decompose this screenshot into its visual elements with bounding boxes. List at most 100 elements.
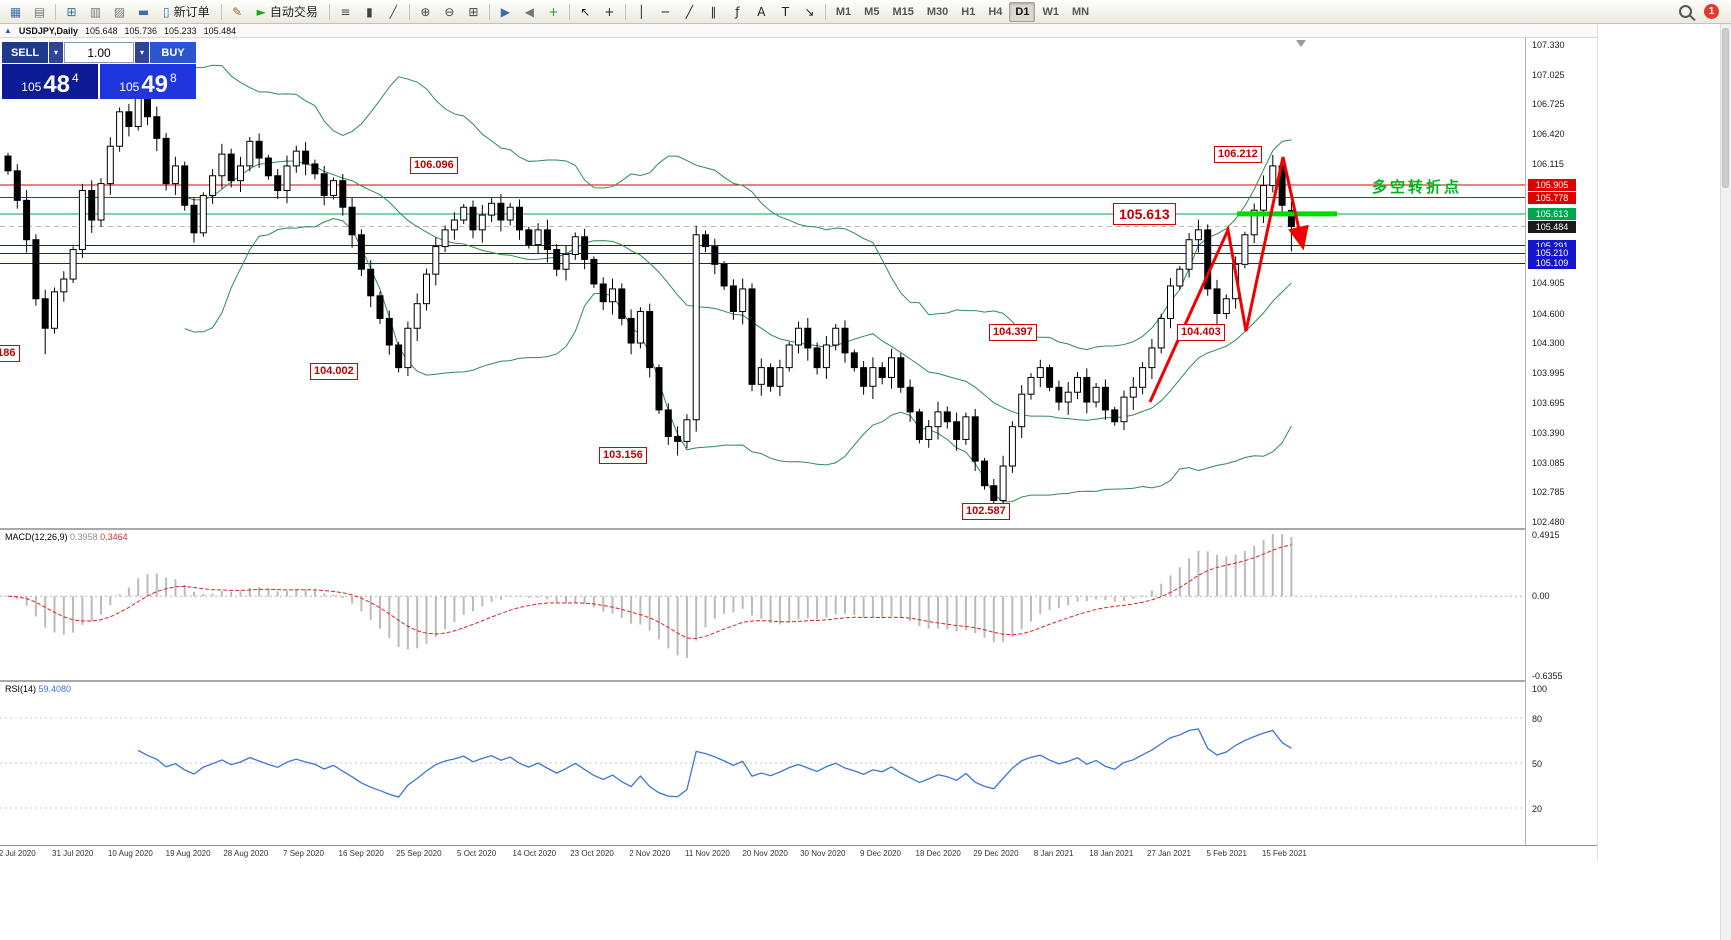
volume-input[interactable] xyxy=(64,42,134,63)
candlestick-chart-icon[interactable]: ▮ xyxy=(358,1,381,23)
timeframe-m15[interactable]: M15 xyxy=(892,5,914,18)
time-axis-label: 20 Nov 2020 xyxy=(742,849,788,858)
auto-scroll-icon-glyph: ▶ xyxy=(500,4,510,19)
rsi-name: RSI(14) xyxy=(5,684,37,694)
terminal-icon[interactable]: ▬ xyxy=(132,1,155,23)
price-callout-label[interactable]: 102.587 xyxy=(962,502,1010,520)
text-icon[interactable]: A xyxy=(750,1,773,23)
sell-button[interactable]: SELL xyxy=(2,42,48,63)
time-axis-label: 10 Aug 2020 xyxy=(107,849,153,858)
timeframe-m1[interactable]: M1 xyxy=(835,5,852,18)
timeframe-h4[interactable]: H4 xyxy=(988,5,1003,18)
search-icon[interactable] xyxy=(1679,5,1692,18)
line-chart-icon[interactable]: ╱ xyxy=(382,1,405,23)
zoom-in-icon[interactable]: ⊕ xyxy=(414,1,437,23)
rsi-panel[interactable] xyxy=(0,682,1525,845)
price-callout-label[interactable]: 104.403 xyxy=(1177,323,1225,341)
channel-icon[interactable]: ∥ xyxy=(702,1,725,23)
rsi-canvas[interactable] xyxy=(0,682,1525,845)
price-axis-label: 104.905 xyxy=(1532,278,1565,289)
macd-name: MACD(12,26,9) xyxy=(5,532,68,542)
ohlc-open-value: 105.648 xyxy=(84,25,118,36)
time-axis-label: 18 Dec 2020 xyxy=(915,849,961,858)
time-axis-label: 15 Feb 2021 xyxy=(1261,849,1307,858)
bar-chart-icon[interactable]: ≡ xyxy=(334,1,357,23)
tile-windows-icon-glyph: ⊞ xyxy=(468,4,479,19)
cursor-icon[interactable]: ↖ xyxy=(574,1,597,23)
volume-caret-icon[interactable]: ▾ xyxy=(135,42,149,63)
zigzag-trend-drawing[interactable] xyxy=(1148,156,1309,403)
metaeditor-icon[interactable]: ✎ xyxy=(226,1,249,23)
rsi-axis-label: 100 xyxy=(1532,684,1548,694)
buy-button[interactable]: BUY xyxy=(150,42,196,63)
chart-shift-icon-glyph: ◀ xyxy=(524,4,534,19)
price-callout-label[interactable]: 105.613 xyxy=(1113,202,1176,225)
horizontal-level-lines[interactable] xyxy=(0,184,1525,264)
chart-shift-marker[interactable] xyxy=(1296,40,1306,47)
zoom-out-icon[interactable]: ⊖ xyxy=(438,1,461,23)
main-price-chart[interactable]: 4.186 104.002 106.096 103.156 102.587 104.397… xyxy=(0,38,1525,528)
timeframe-m30[interactable]: M30 xyxy=(926,5,949,18)
vertical-scrollbar[interactable] xyxy=(1720,24,1731,940)
horizontal-line-icon-glyph: ─ xyxy=(661,4,669,19)
tile-windows-icon[interactable]: ⊞ xyxy=(462,1,485,23)
price-callout-label[interactable]: 104.002 xyxy=(310,363,358,381)
zoom-out-icon-glyph: ⊖ xyxy=(444,4,455,19)
autotrading-button[interactable]: ► 自动交易 xyxy=(250,1,325,23)
bollinger-bands xyxy=(184,64,1292,503)
horizontal-line-icon[interactable]: ─ xyxy=(654,1,677,23)
sell-caret-icon[interactable]: ▾ xyxy=(49,42,63,63)
timeframe-m5[interactable]: M5 xyxy=(864,5,880,18)
new-chart-icon[interactable]: ▦ xyxy=(4,1,27,23)
data-window-icon[interactable]: ▥ xyxy=(84,1,107,23)
profiles-icon[interactable]: ▤ xyxy=(28,1,51,23)
price-callout-label[interactable]: 106.096 xyxy=(410,157,458,175)
vertical-line-icon[interactable]: │ xyxy=(630,1,653,23)
macd-panel[interactable] xyxy=(0,530,1525,680)
label-icon[interactable]: T xyxy=(774,1,797,23)
data-window-icon-glyph: ▥ xyxy=(89,4,102,19)
price-callout-label[interactable]: 103.156 xyxy=(599,446,647,464)
new-order-button[interactable]: ▯ 新订单 xyxy=(156,1,217,23)
crosshair-icon[interactable]: + xyxy=(598,1,621,23)
notification-badge[interactable]: 1 xyxy=(1704,4,1719,19)
timeframe-w1[interactable]: W1 xyxy=(1042,5,1059,18)
price-level-label: 105.484 xyxy=(1528,220,1576,233)
timeframe-d1[interactable]: D1 xyxy=(1009,1,1036,22)
trendline-icon[interactable]: ╱ xyxy=(678,1,701,23)
auto-scroll-icon[interactable]: ▶ xyxy=(494,1,517,23)
timeframe-mn[interactable]: MN xyxy=(1071,5,1090,18)
chart-shift-icon[interactable]: ◀ xyxy=(518,1,541,23)
toolbar-separator xyxy=(55,3,56,20)
indicators-icon[interactable]: + xyxy=(542,1,565,23)
buy-price-display[interactable]: 105 49 8 xyxy=(100,64,196,99)
price-level-label: 105.905 xyxy=(1528,179,1576,192)
timeframe-h1[interactable]: H1 xyxy=(961,5,976,18)
new-chart-icon-glyph: ▦ xyxy=(9,4,22,19)
price-chart-canvas[interactable] xyxy=(0,38,1525,528)
scrollbar-thumb[interactable] xyxy=(1722,28,1729,188)
price-callout-label[interactable]: 104.397 xyxy=(989,324,1037,342)
navigator-icon[interactable]: ▨ xyxy=(108,1,131,23)
panel-splitter[interactable] xyxy=(0,528,1597,530)
macd-axis-label: 0.00 xyxy=(1532,591,1550,602)
time-axis[interactable]: 22 Jul 2020 31 Jul 2020 10 Aug 2020 19 Aug … xyxy=(0,845,1597,862)
zoom-in-icon-glyph: ⊕ xyxy=(420,4,431,19)
label-icon-glyph: T xyxy=(781,4,790,19)
price-callout-label[interactable]: 4.186 xyxy=(0,345,20,363)
toolbar-separator xyxy=(624,3,626,20)
chart-title-bar: ▲ USDJPY,Daily 105.648 105.736 105.233 1… xyxy=(0,24,1597,38)
market-watch-icon[interactable]: ⊞ xyxy=(60,1,83,23)
price-callout-label[interactable]: 106.212 xyxy=(1214,145,1262,163)
panel-splitter[interactable] xyxy=(0,680,1597,682)
price-axis-label: 103.085 xyxy=(1532,457,1565,468)
macd-canvas[interactable] xyxy=(0,530,1525,680)
sell-price-display[interactable]: 105 48 4 xyxy=(2,64,98,99)
chart-symbol-icon: ▲ xyxy=(4,26,12,35)
arrows-icon[interactable]: ↘ xyxy=(798,1,821,23)
annotation-text[interactable]: 多空转折点 xyxy=(1372,179,1463,196)
bar-chart-icon-glyph: ≡ xyxy=(340,4,351,19)
navigator-icon-glyph: ▨ xyxy=(113,4,126,19)
price-axis[interactable]: 107.330 107.025 106.725 106.420 106.115 104.9… xyxy=(1525,38,1598,861)
fibonacci-icon[interactable]: ƒ xyxy=(726,1,749,23)
